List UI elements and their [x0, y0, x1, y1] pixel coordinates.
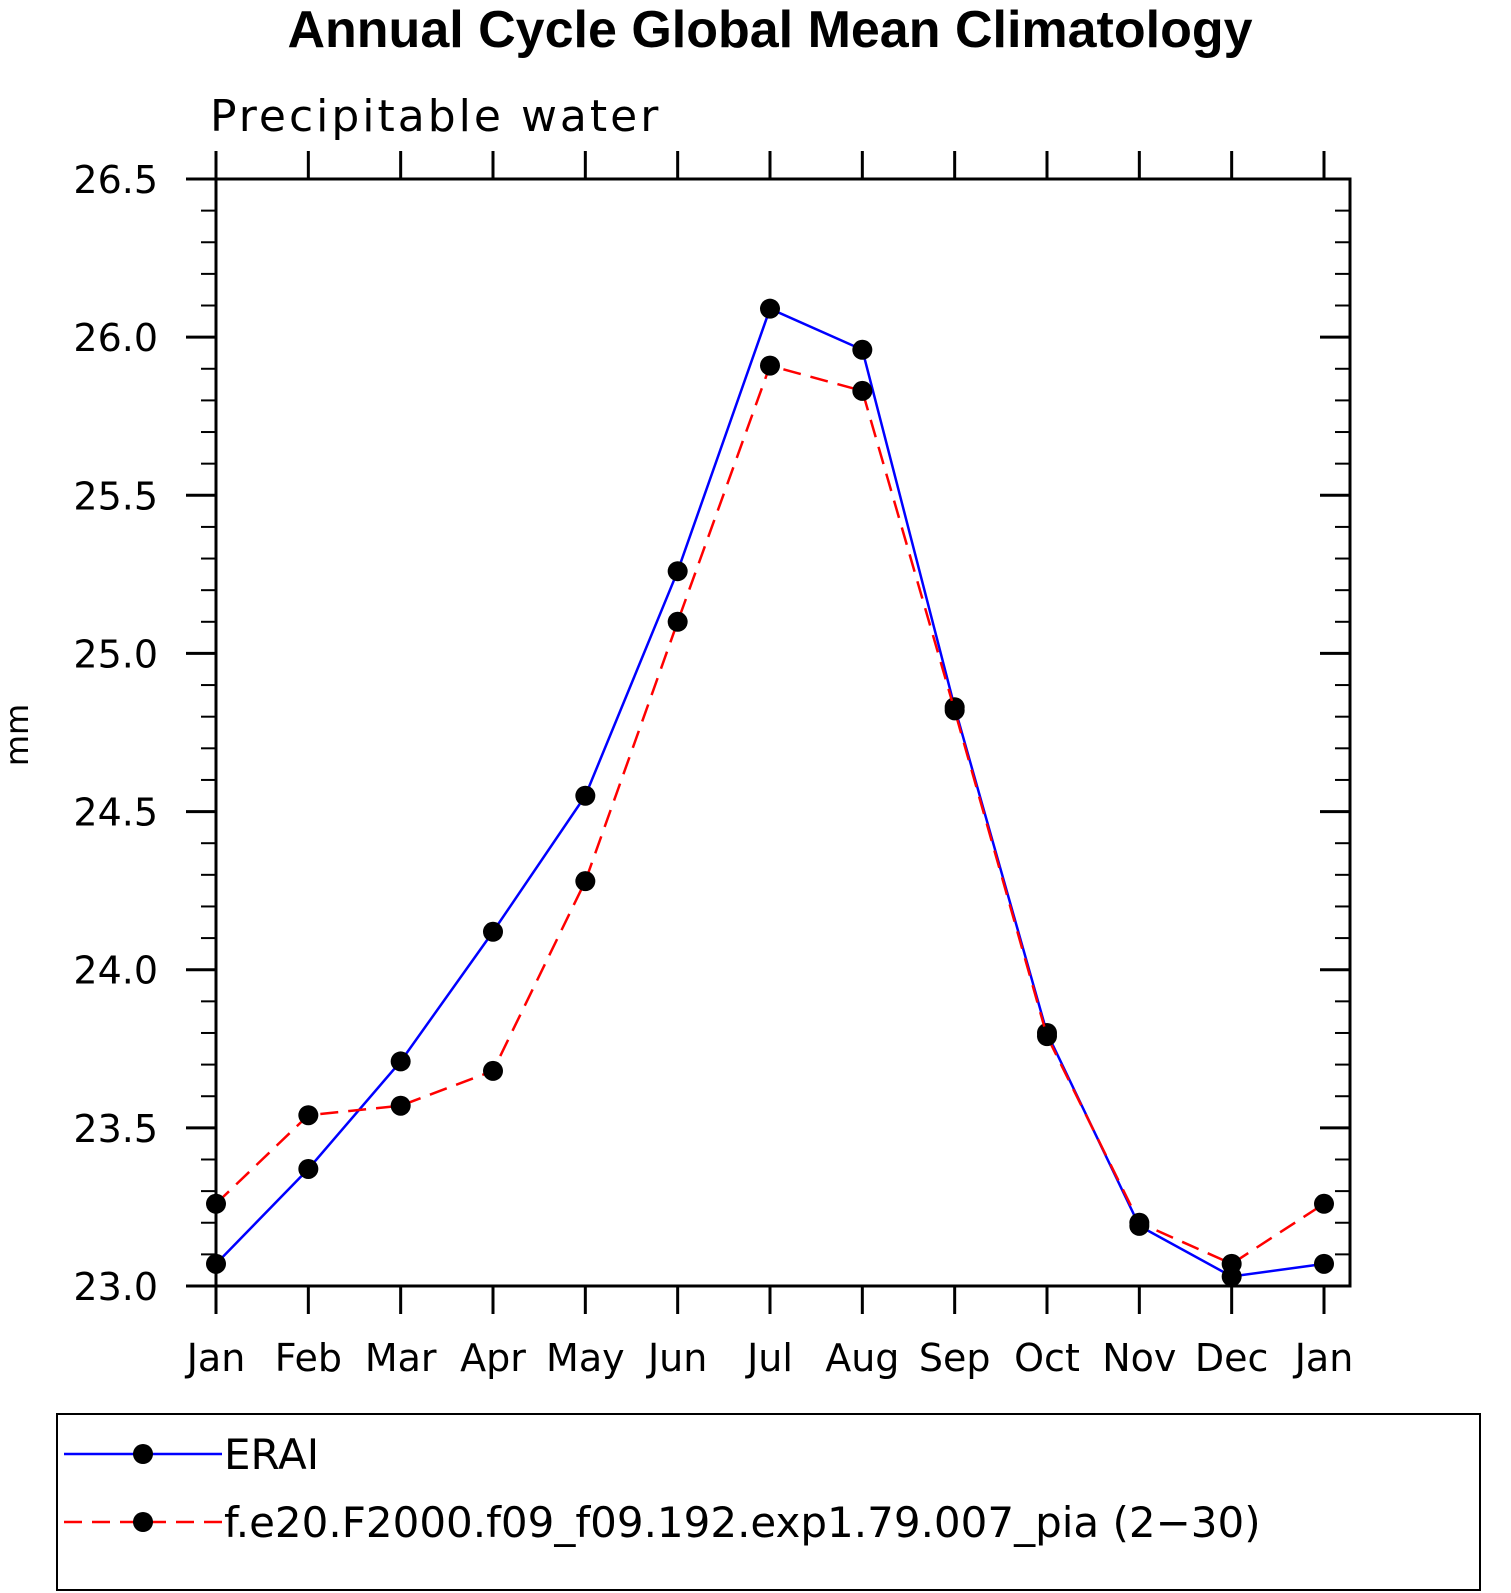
y-tick-label: 25.0	[73, 632, 158, 676]
data-point-series-2	[944, 700, 965, 721]
y-tick-label: 26.0	[73, 316, 158, 360]
data-point-series-1	[852, 339, 873, 360]
chart-subtitle: Precipitable water	[210, 91, 661, 142]
chart-title: Annual Cycle Global Mean Climatology	[287, 1, 1252, 59]
y-tick-label: 24.5	[73, 791, 158, 835]
data-point-series-2	[1221, 1253, 1242, 1274]
legend-marker-1	[133, 1444, 153, 1464]
y-tick-label: 26.5	[73, 158, 158, 202]
y-axis-label: mm	[0, 704, 36, 766]
x-tick-label: Feb	[275, 1336, 342, 1380]
data-point-series-1	[483, 921, 503, 942]
series-layer	[206, 298, 1334, 1287]
data-point-series-1	[760, 298, 780, 319]
legend-label-2: f.e20.F2000.f09_f09.192.exp1.79.007_pia …	[224, 1498, 1261, 1547]
data-point-series-1	[575, 785, 596, 806]
data-point-series-2	[1314, 1193, 1334, 1214]
legend-label-1: ERAI	[224, 1430, 319, 1479]
x-tick-label: Jan	[185, 1336, 246, 1380]
data-point-series-1	[298, 1158, 319, 1179]
series-line-2	[215, 364, 1325, 1266]
data-point-series-2	[390, 1095, 411, 1116]
data-point-series-2	[206, 1193, 226, 1214]
data-point-series-2	[575, 871, 596, 892]
series-line-1	[215, 306, 1325, 1278]
y-tick-label: 23.0	[73, 1265, 158, 1309]
data-point-series-1	[206, 1253, 226, 1274]
x-tick-labels: Jan Feb Mar Apr May Jun Jul Aug Sep Oct Nov Dec Jan	[185, 1336, 1354, 1380]
y-tick-label: 25.5	[73, 474, 158, 518]
x-tick-label: Jun	[646, 1336, 707, 1380]
plot-frame	[214, 177, 1352, 1288]
data-point-series-1	[1314, 1253, 1334, 1274]
data-point-series-2	[1129, 1212, 1150, 1233]
data-point-series-2	[852, 380, 873, 401]
y-tick-label: 23.5	[73, 1107, 158, 1151]
data-point-series-2	[1037, 1026, 1057, 1047]
x-tick-label: Apr	[460, 1336, 526, 1380]
legend: ERAI f.e20.F2000.f09_f09.192.exp1.79.007_…	[64, 1430, 1261, 1547]
data-point-series-2	[298, 1105, 319, 1126]
legend-box	[56, 1413, 1481, 1591]
x-tick-label: Dec	[1195, 1336, 1269, 1380]
x-tick-label: Sep	[919, 1336, 991, 1380]
y-tick-labels: 23.0 23.5 24.0 24.5 25.0 25.5 26.0 26.5	[73, 158, 158, 1309]
data-point-series-2	[483, 1060, 503, 1081]
data-point-series-1	[667, 561, 688, 582]
legend-marker-2	[133, 1512, 153, 1532]
x-tick-label: Mar	[365, 1336, 437, 1380]
x-tick-label: Aug	[825, 1336, 899, 1380]
data-point-series-2	[667, 611, 688, 632]
data-point-series-1	[390, 1051, 411, 1072]
x-tick-label: Jul	[745, 1336, 793, 1380]
x-tick-label: Jan	[1293, 1336, 1354, 1380]
axis-ticks	[186, 151, 1350, 1314]
x-tick-label: Nov	[1102, 1336, 1176, 1380]
data-point-series-2	[760, 355, 780, 376]
x-tick-label: May	[546, 1336, 625, 1380]
y-tick-label: 24.0	[73, 949, 158, 993]
x-tick-label: Oct	[1014, 1336, 1080, 1380]
